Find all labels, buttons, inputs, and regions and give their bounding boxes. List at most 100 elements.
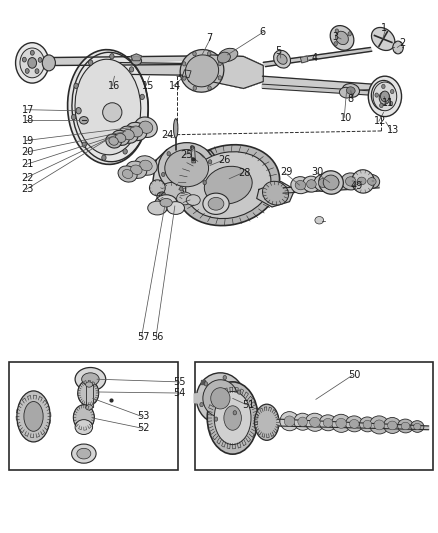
Ellipse shape	[164, 150, 208, 187]
Ellipse shape	[392, 41, 403, 54]
Ellipse shape	[15, 43, 49, 83]
Circle shape	[347, 31, 351, 36]
Circle shape	[140, 94, 144, 100]
Circle shape	[218, 76, 221, 80]
Polygon shape	[152, 150, 221, 189]
Text: 29: 29	[279, 167, 292, 177]
Text: 53: 53	[137, 411, 149, 422]
Ellipse shape	[362, 421, 371, 429]
Polygon shape	[237, 393, 246, 403]
Ellipse shape	[410, 421, 423, 432]
Circle shape	[374, 93, 378, 97]
Ellipse shape	[210, 387, 230, 409]
Ellipse shape	[353, 174, 369, 188]
Ellipse shape	[339, 87, 353, 98]
Ellipse shape	[177, 145, 279, 225]
Ellipse shape	[283, 416, 294, 426]
Circle shape	[237, 390, 240, 394]
Polygon shape	[86, 384, 92, 407]
Ellipse shape	[276, 54, 286, 64]
Ellipse shape	[119, 126, 138, 143]
Polygon shape	[48, 56, 193, 66]
Text: 3: 3	[332, 32, 338, 42]
Ellipse shape	[329, 26, 353, 50]
Ellipse shape	[351, 169, 374, 193]
Circle shape	[38, 58, 42, 62]
Polygon shape	[106, 62, 182, 75]
Ellipse shape	[134, 156, 157, 175]
Circle shape	[123, 149, 127, 154]
Polygon shape	[188, 55, 263, 88]
Circle shape	[192, 52, 196, 56]
Circle shape	[233, 410, 236, 415]
Circle shape	[389, 90, 393, 94]
Ellipse shape	[223, 406, 241, 430]
Ellipse shape	[159, 198, 172, 207]
Ellipse shape	[306, 180, 315, 189]
Text: 6: 6	[259, 27, 265, 37]
Ellipse shape	[328, 177, 338, 187]
Ellipse shape	[318, 171, 343, 194]
Polygon shape	[191, 147, 195, 163]
Ellipse shape	[79, 117, 88, 124]
Ellipse shape	[148, 201, 166, 215]
Text: 23: 23	[21, 184, 34, 195]
Ellipse shape	[185, 55, 218, 87]
Ellipse shape	[71, 444, 96, 463]
Ellipse shape	[357, 177, 365, 185]
Ellipse shape	[185, 152, 270, 219]
Text: 12: 12	[374, 116, 386, 126]
Polygon shape	[194, 393, 202, 403]
Ellipse shape	[17, 391, 50, 442]
Ellipse shape	[294, 181, 305, 190]
Text: 25: 25	[180, 150, 192, 160]
Ellipse shape	[118, 166, 137, 182]
Ellipse shape	[304, 413, 324, 431]
Ellipse shape	[341, 84, 359, 98]
Ellipse shape	[335, 418, 346, 429]
Polygon shape	[262, 76, 372, 90]
Ellipse shape	[273, 50, 290, 68]
Ellipse shape	[218, 49, 237, 61]
Ellipse shape	[131, 165, 142, 174]
Circle shape	[218, 61, 221, 66]
Polygon shape	[131, 54, 141, 61]
Circle shape	[199, 402, 203, 407]
Text: 50: 50	[347, 370, 359, 381]
Ellipse shape	[158, 143, 215, 193]
Ellipse shape	[202, 379, 237, 417]
Ellipse shape	[139, 121, 152, 133]
Circle shape	[22, 57, 26, 62]
Ellipse shape	[262, 181, 288, 205]
Ellipse shape	[24, 401, 43, 431]
Polygon shape	[182, 70, 191, 78]
Ellipse shape	[173, 119, 177, 138]
Ellipse shape	[297, 417, 307, 426]
Text: 5: 5	[275, 46, 281, 55]
Ellipse shape	[126, 122, 146, 141]
Polygon shape	[300, 56, 307, 63]
Ellipse shape	[378, 92, 389, 104]
Ellipse shape	[131, 56, 141, 65]
Text: 10: 10	[339, 112, 351, 123]
Ellipse shape	[139, 160, 152, 171]
Ellipse shape	[28, 58, 36, 68]
Text: 56: 56	[151, 332, 164, 342]
Ellipse shape	[186, 195, 200, 205]
Circle shape	[190, 146, 194, 150]
Polygon shape	[180, 55, 263, 88]
Circle shape	[208, 160, 212, 164]
Circle shape	[193, 86, 196, 90]
Bar	[9, 362, 177, 470]
Ellipse shape	[314, 216, 323, 224]
Ellipse shape	[380, 91, 389, 102]
Text: 18: 18	[21, 115, 34, 125]
Ellipse shape	[309, 417, 319, 427]
Ellipse shape	[78, 380, 99, 406]
Polygon shape	[262, 84, 373, 95]
Ellipse shape	[196, 373, 244, 424]
Text: 51: 51	[242, 400, 254, 410]
Ellipse shape	[325, 174, 342, 190]
Ellipse shape	[302, 176, 319, 192]
Text: 57: 57	[137, 332, 149, 342]
